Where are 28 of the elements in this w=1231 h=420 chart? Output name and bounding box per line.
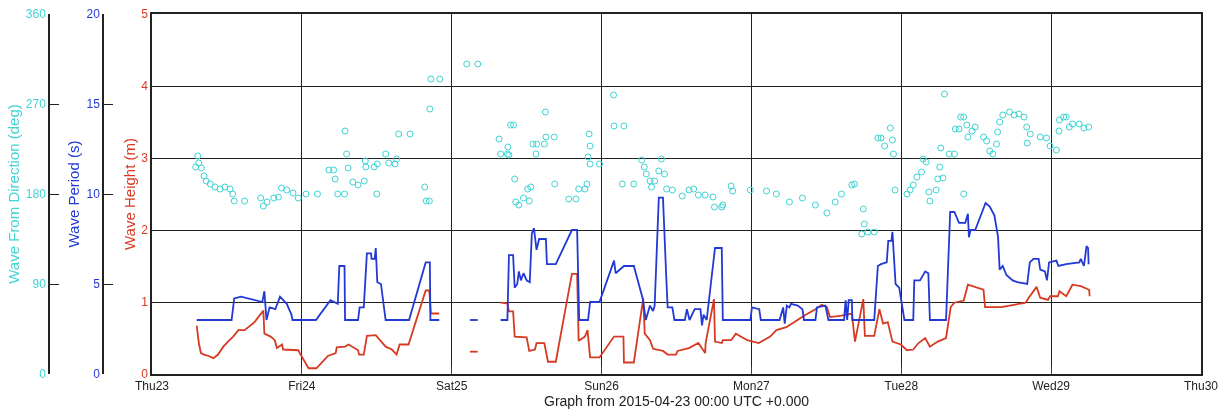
y3-tick-label: 0 bbox=[39, 367, 47, 382]
y2-tick-label: 5 bbox=[93, 277, 101, 292]
x-tick-label: Sun26 bbox=[584, 379, 620, 394]
y3-tick-label: 90 bbox=[32, 277, 47, 292]
y3-tick-label: 360 bbox=[25, 7, 47, 22]
y-tick-label: 5 bbox=[141, 7, 149, 22]
x-tick-label: Fri24 bbox=[288, 379, 316, 394]
y-axis-title: Wave Height (m) bbox=[120, 138, 138, 250]
y-tick-label: 4 bbox=[141, 79, 149, 94]
x-tick-label: Tue28 bbox=[884, 379, 919, 394]
x-tick-label: Mon27 bbox=[733, 379, 771, 394]
x-tick-label: Thu23 bbox=[134, 379, 170, 394]
y2-tick-label: 15 bbox=[86, 97, 101, 112]
y-tick-label: 2 bbox=[141, 223, 149, 238]
y3-tick-label: 180 bbox=[25, 187, 47, 202]
y2-axis-title: Wave Period (s) bbox=[65, 140, 83, 248]
y3-axis-title: Wave From Direction (deg) bbox=[4, 104, 22, 284]
y-tick-label: 0 bbox=[141, 367, 149, 382]
y-tick-label: 3 bbox=[141, 151, 149, 166]
y3-tick-label: 270 bbox=[25, 97, 47, 112]
x-tick-label: Thu30 bbox=[1183, 379, 1219, 394]
x-tick-label: Sat25 bbox=[436, 379, 468, 394]
y2-tick-label: 20 bbox=[86, 7, 101, 22]
x-tick-label: Wed29 bbox=[1032, 379, 1071, 394]
y2-tick-label: 0 bbox=[93, 367, 101, 382]
y-tick-label: 1 bbox=[141, 295, 149, 310]
y2-tick-label: 10 bbox=[86, 187, 101, 202]
x-axis-title: Graph from 2015-04-23 00:00 UTC +0.000 bbox=[544, 393, 810, 410]
